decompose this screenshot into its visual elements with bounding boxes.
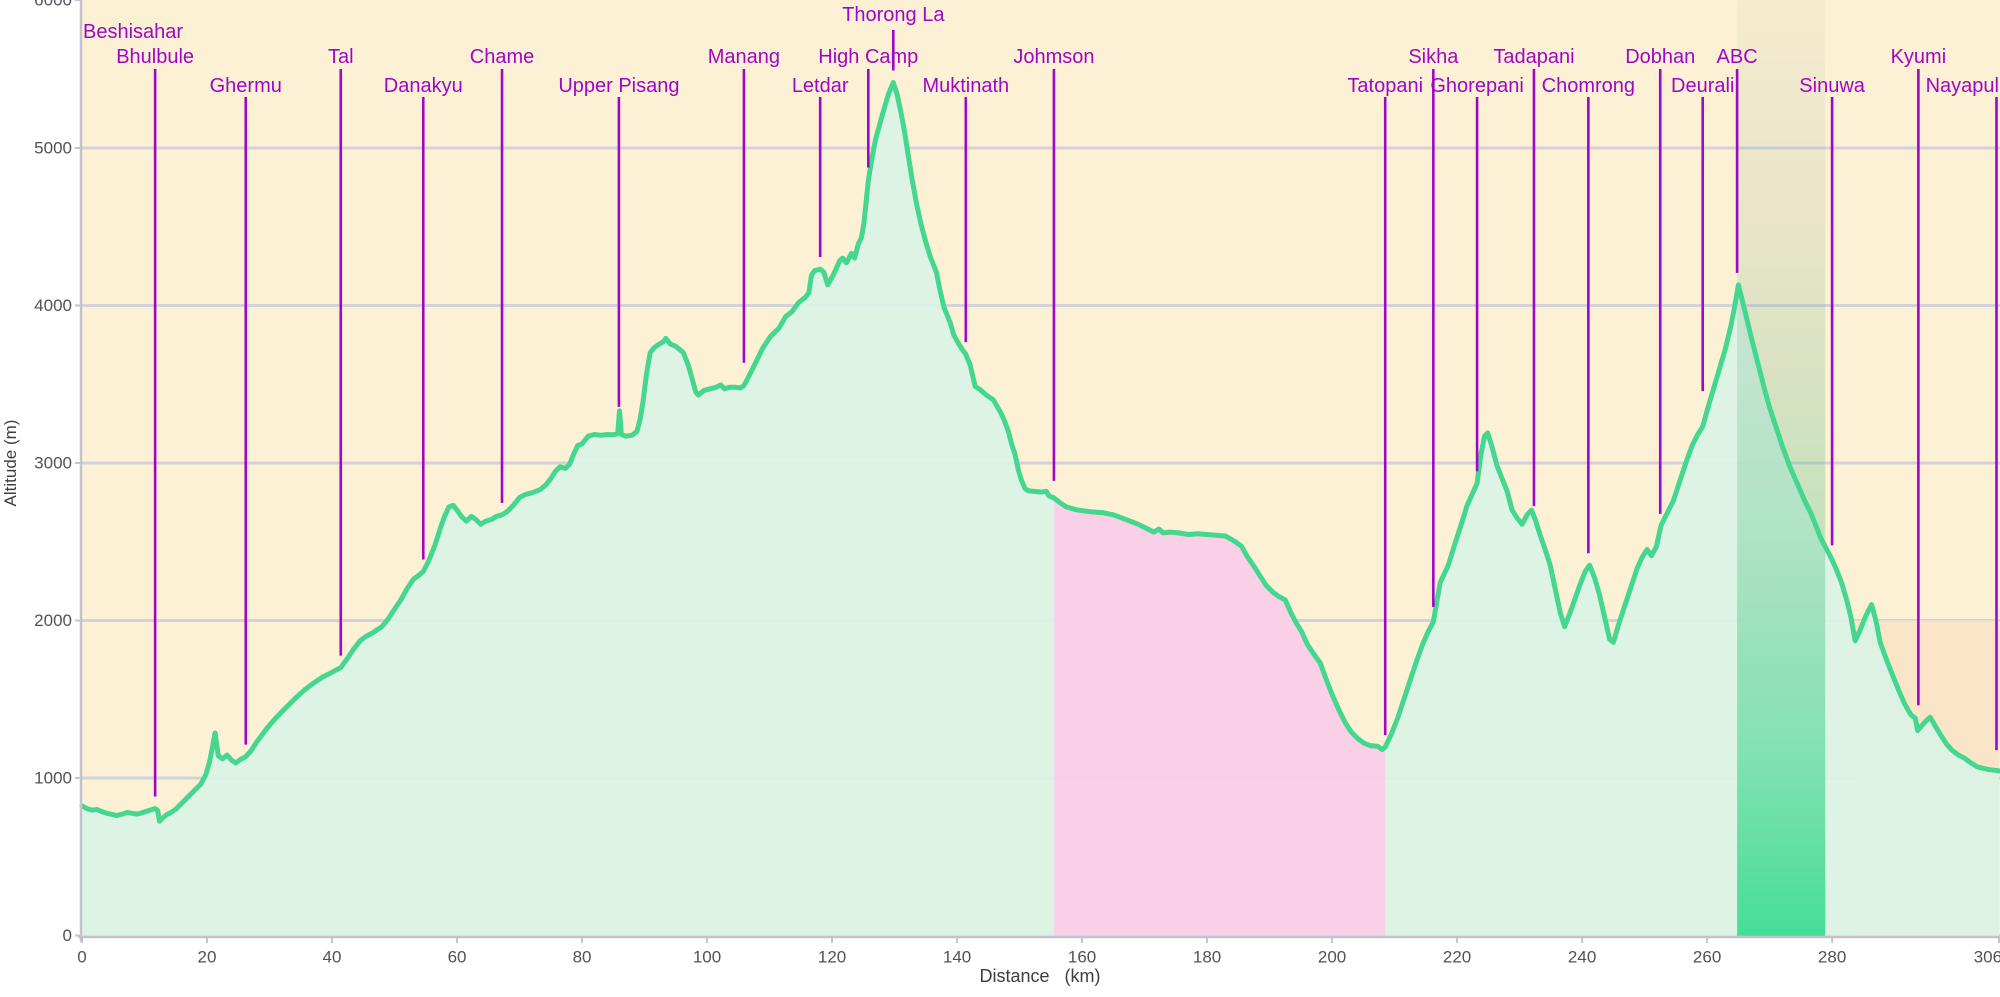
waypoint-label-dobhan: Dobhan [1625, 46, 1695, 68]
x-tick-label-60: 60 [448, 948, 467, 967]
waypoint-label-abc: ABC [1717, 46, 1758, 68]
x-tick-label-180: 180 [1193, 948, 1221, 967]
x-tick-label-240: 240 [1568, 948, 1596, 967]
x-tick-label-120: 120 [818, 948, 846, 967]
waypoint-label-nayapul: Nayapul [1926, 75, 1999, 97]
waypoint-label-bhulbule: Bhulbule [116, 46, 194, 68]
x-tick-label-260: 260 [1693, 948, 1721, 967]
waypoint-label-kyumi: Kyumi [1891, 46, 1947, 68]
waypoint-label-ghorepani: Ghorepani [1430, 75, 1523, 97]
x-tick-label-0: 0 [77, 948, 86, 967]
waypoint-label-chame: Chame [470, 46, 534, 68]
x-tick-label-160: 160 [1068, 948, 1096, 967]
waypoint-label-high-camp: High Camp [818, 46, 918, 68]
y-tick-label-1000: 1000 [34, 769, 72, 788]
elevation-area [82, 82, 1999, 937]
waypoint-label-manang: Manang [708, 46, 780, 68]
y-tick-label-2000: 2000 [34, 611, 72, 630]
waypoint-label-tatopani: Tatopani [1347, 75, 1423, 97]
waypoint-label-johmson: Johmson [1013, 46, 1094, 68]
y-tick-label-5000: 5000 [34, 139, 72, 158]
elevation-line [79, 80, 2000, 824]
waypoint-label-letdar: Letdar [792, 75, 849, 97]
waypoint-label-thorong-la: Thorong La [842, 4, 945, 26]
x-tick-label-220: 220 [1443, 948, 1471, 967]
waypoint-label-sikha: Sikha [1408, 46, 1459, 68]
x-tick-label-100: 100 [693, 948, 721, 967]
axes: 0 1000 2000 3000 4000 5000 6000 0 20 40 60 80 100 120… [34, 0, 2000, 967]
x-tick-label-280: 280 [1818, 948, 1846, 967]
x-axis-title: Distance (km) [979, 966, 1100, 986]
waypoint-label-ghermu: Ghermu [210, 75, 282, 97]
y-tick-label-3000: 3000 [34, 454, 72, 473]
waypoint-label-muktinath: Muktinath [922, 75, 1009, 97]
y-tick-label-6000: 6000 [34, 0, 72, 10]
x-tick-label-140: 140 [943, 948, 971, 967]
x-tick-label-80: 80 [573, 948, 592, 967]
x-tick-label-40: 40 [323, 948, 342, 967]
elevation-area-fill [82, 82, 1999, 937]
x-tick-label-306.7: 306.7 [1974, 948, 2000, 967]
region-abc-sinuwa-highlight [1737, 0, 1826, 936]
waypoint-label-sinuwa: Sinuwa [1799, 75, 1865, 97]
elevation-curve [79, 80, 2000, 824]
y-axis-title: Altitude (m) [1, 420, 20, 507]
waypoint-label-chomrong: Chomrong [1542, 75, 1635, 97]
y-tick-label-0: 0 [63, 926, 72, 945]
x-tick-label-20: 20 [198, 948, 217, 967]
waypoint-label-danakyu: Danakyu [384, 75, 463, 97]
waypoint-markers: Beshisahar Bhulbule Ghermu Tal Danakyu Chame U… [83, 4, 1999, 797]
waypoint-label-deurali: Deurali [1671, 75, 1734, 97]
y-tick-label-4000: 4000 [34, 296, 72, 315]
waypoint-label-tadapani: Tadapani [1493, 46, 1574, 68]
waypoint-label-beshisahar: Beshisahar [83, 21, 183, 43]
x-tick-label-200: 200 [1318, 948, 1346, 967]
waypoint-label-tal: Tal [328, 46, 354, 68]
waypoint-label-upper-pisang: Upper Pisang [558, 75, 679, 97]
